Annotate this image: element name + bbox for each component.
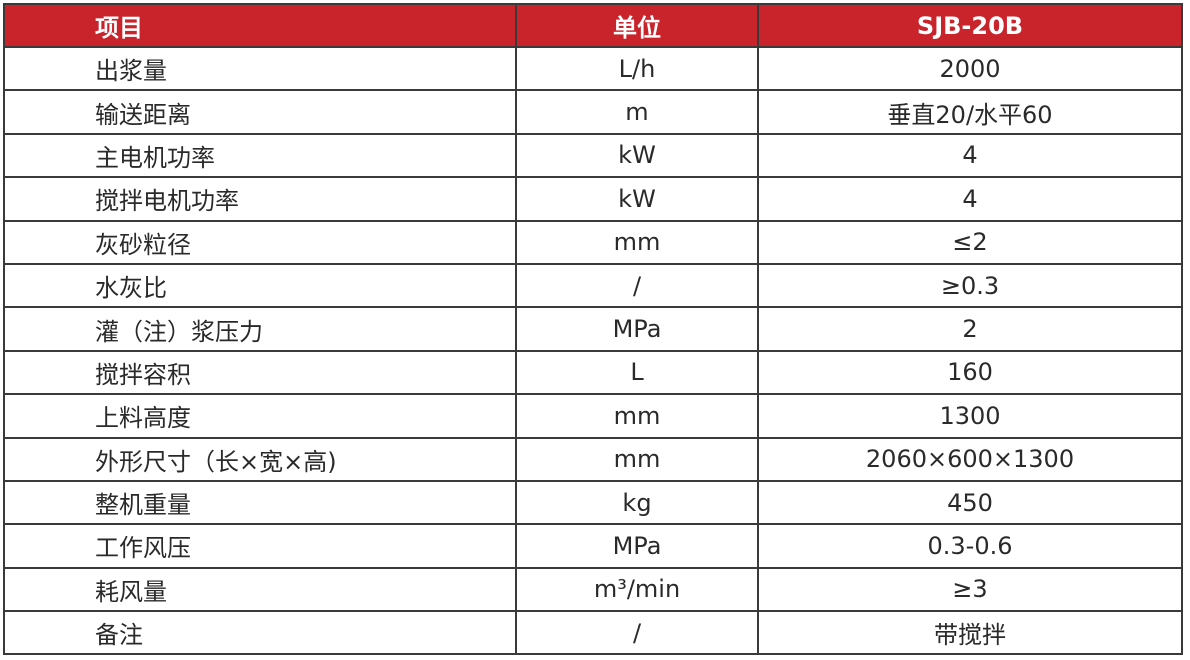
value-cell: 450	[757, 479, 1183, 526]
value-cell: 1300	[757, 393, 1183, 439]
table-row: 工作风压 MPa 0.3-0.6	[3, 523, 1183, 569]
table-row: 灌（注）浆压力 MPa 2	[3, 306, 1183, 352]
unit-cell: mm	[515, 436, 759, 482]
item-cell: 耗风量	[3, 566, 517, 613]
unit-cell: kW	[515, 176, 759, 222]
header-item: 项目	[3, 3, 517, 48]
value-cell: 2	[757, 306, 1183, 352]
value-cell: ≤2	[757, 219, 1183, 265]
value-cell: 2060×600×1300	[757, 436, 1183, 482]
unit-cell: L/h	[515, 45, 759, 92]
item-cell: 输送距离	[3, 89, 517, 135]
value-cell: 160	[757, 349, 1183, 396]
table-row: 水灰比 / ≥0.3	[3, 262, 1183, 309]
table-row: 搅拌容积 L 160	[3, 349, 1183, 396]
header-unit: 单位	[515, 3, 759, 48]
item-cell: 搅拌电机功率	[3, 176, 517, 222]
value-cell: 2000	[757, 45, 1183, 92]
header-row: 项目 单位 SJB-20B	[3, 3, 1183, 48]
item-cell: 搅拌容积	[3, 349, 517, 396]
unit-cell: kg	[515, 479, 759, 526]
table-row: 外形尺寸（长×宽×高) mm 2060×600×1300	[3, 436, 1183, 482]
item-cell: 外形尺寸（长×宽×高)	[3, 436, 517, 482]
value-cell: 垂直20/水平60	[757, 89, 1183, 135]
unit-cell: /	[515, 262, 759, 309]
unit-cell: /	[515, 610, 759, 656]
value-cell: 0.3-0.6	[757, 523, 1183, 569]
unit-cell: mm	[515, 219, 759, 265]
unit-cell: m³/min	[515, 566, 759, 613]
item-cell: 工作风压	[3, 523, 517, 569]
spec-table: 项目 单位 SJB-20B 出浆量 L/h 2000 输送距离 m 垂直20/水平60 主电…	[3, 3, 1183, 656]
unit-cell: mm	[515, 393, 759, 439]
table-row: 整机重量 kg 450	[3, 479, 1183, 526]
table-row: 主电机功率 kW 4	[3, 132, 1183, 179]
unit-cell: MPa	[515, 523, 759, 569]
table-row: 搅拌电机功率 kW 4	[3, 176, 1183, 222]
value-cell: ≥3	[757, 566, 1183, 613]
item-cell: 灌（注）浆压力	[3, 306, 517, 352]
item-cell: 整机重量	[3, 479, 517, 526]
table-row: 备注 / 带搅拌	[3, 610, 1183, 656]
table-row: 上料高度 mm 1300	[3, 393, 1183, 439]
item-cell: 水灰比	[3, 262, 517, 309]
table-row: 耗风量 m³/min ≥3	[3, 566, 1183, 613]
item-cell: 出浆量	[3, 45, 517, 92]
item-cell: 上料高度	[3, 393, 517, 439]
header-model: SJB-20B	[757, 3, 1183, 48]
table-row: 输送距离 m 垂直20/水平60	[3, 89, 1183, 135]
table-row: 灰砂粒径 mm ≤2	[3, 219, 1183, 265]
table-row: 出浆量 L/h 2000	[3, 45, 1183, 92]
value-cell: 带搅拌	[757, 610, 1183, 656]
value-cell: 4	[757, 176, 1183, 222]
unit-cell: L	[515, 349, 759, 396]
value-cell: 4	[757, 132, 1183, 179]
item-cell: 备注	[3, 610, 517, 656]
value-cell: ≥0.3	[757, 262, 1183, 309]
item-cell: 灰砂粒径	[3, 219, 517, 265]
item-cell: 主电机功率	[3, 132, 517, 179]
unit-cell: m	[515, 89, 759, 135]
unit-cell: MPa	[515, 306, 759, 352]
unit-cell: kW	[515, 132, 759, 179]
